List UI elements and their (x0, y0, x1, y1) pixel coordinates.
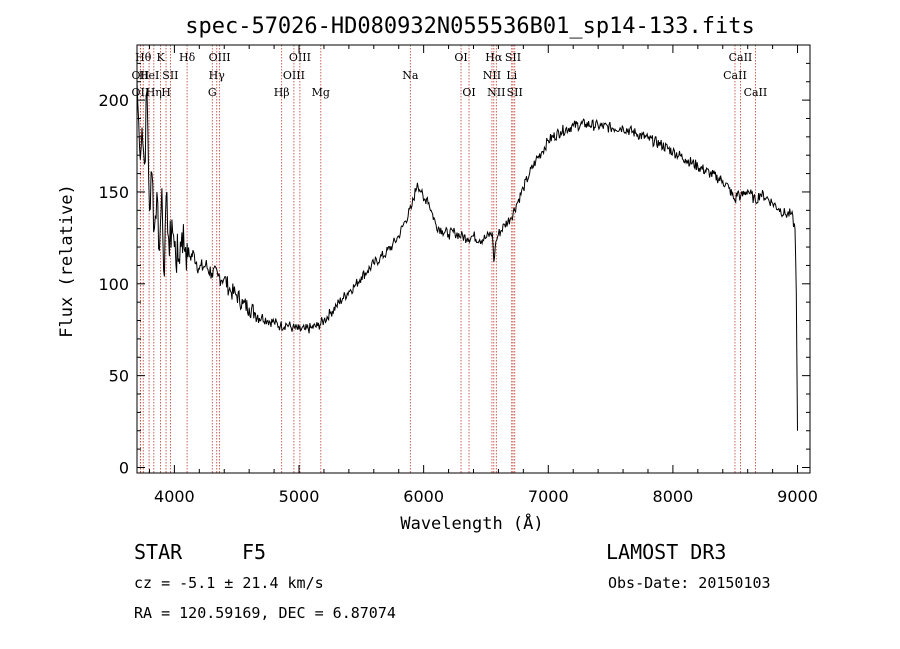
spectral-line-label: NII (483, 69, 501, 82)
spectral-line-label: OI (454, 51, 467, 64)
x-tick-label: 4000 (154, 487, 195, 506)
spectral-line-label: Hδ (179, 51, 196, 64)
spectral-line-label: Mg (312, 86, 330, 99)
spectral-line-label: OIII (289, 51, 311, 64)
x-axis: 4000 5000 6000 7000 8000 9000 (148, 45, 818, 506)
y-tick-label: 100 (98, 275, 129, 294)
x-tick-label: 7000 (528, 487, 569, 506)
object-class: STAR (134, 540, 183, 564)
spectral-line-label: OIII (283, 69, 305, 82)
spectral-line-label: OI (462, 86, 475, 99)
spectral-line-label: H (161, 86, 171, 99)
y-axis: 0 50 100 150 200 (98, 44, 810, 477)
survey-name: LAMOST DR3 (606, 540, 727, 564)
spectral-line-label: CaII (723, 69, 747, 82)
x-tick-label: 8000 (653, 487, 694, 506)
spectral-line-label: Na (402, 69, 419, 82)
redshift-velocity: cz = -5.1 ± 21.4 km/s (134, 574, 324, 592)
spectral-line-label: Li (506, 69, 517, 82)
chart-title: spec-57026-HD080932N055536B01_sp14-133.f… (185, 14, 755, 39)
y-axis-title: Flux (relative) (57, 184, 77, 338)
x-tick-label: 9000 (777, 487, 818, 506)
spectral-line-label: OII (132, 86, 150, 99)
plot-frame (136, 44, 811, 474)
coordinates: RA = 120.59169, DEC = 6.87074 (134, 604, 396, 622)
y-tick-label: 150 (98, 183, 129, 202)
spectral-line-label: SII (505, 51, 521, 64)
spectral-line-label: CaII (729, 51, 753, 64)
spectral-line-markers (139, 45, 756, 473)
spectral-line-label: K (156, 51, 165, 64)
spectral-line-label: SII (507, 86, 523, 99)
flux-series-line (136, 81, 798, 431)
spectral-line-label: Hθ (135, 51, 152, 64)
spectral-line-label: HeI (139, 69, 159, 82)
spectral-line-label: Hβ (274, 86, 290, 99)
x-axis-title: Wavelength (Å) (400, 512, 543, 534)
spectral-line-label: G (208, 86, 217, 99)
spectral-line-labels: OIIOIIHθHeIHηKHSIIHδGHγOIIIHβOIIIOIIIMgN… (132, 51, 768, 99)
object-subclass: F5 (242, 540, 267, 564)
spectral-line-label: SII (162, 69, 178, 82)
x-tick-label: 5000 (279, 487, 320, 506)
y-tick-label: 0 (119, 458, 129, 477)
spectral-line-label: Hη (146, 86, 162, 99)
spectral-line-label: OIII (209, 51, 231, 64)
spectral-line-label: CaII (744, 86, 768, 99)
spectral-line-label: Hγ (209, 69, 226, 82)
x-tick-label: 6000 (403, 487, 444, 506)
spectral-line-label: OII (132, 69, 150, 82)
y-tick-label: 200 (98, 91, 129, 110)
y-tick-label: 50 (109, 367, 129, 386)
spectral-line-label: NII (487, 86, 505, 99)
observation-date: Obs-Date: 20150103 (608, 574, 771, 592)
spectral-line-label: Hα (485, 51, 503, 64)
